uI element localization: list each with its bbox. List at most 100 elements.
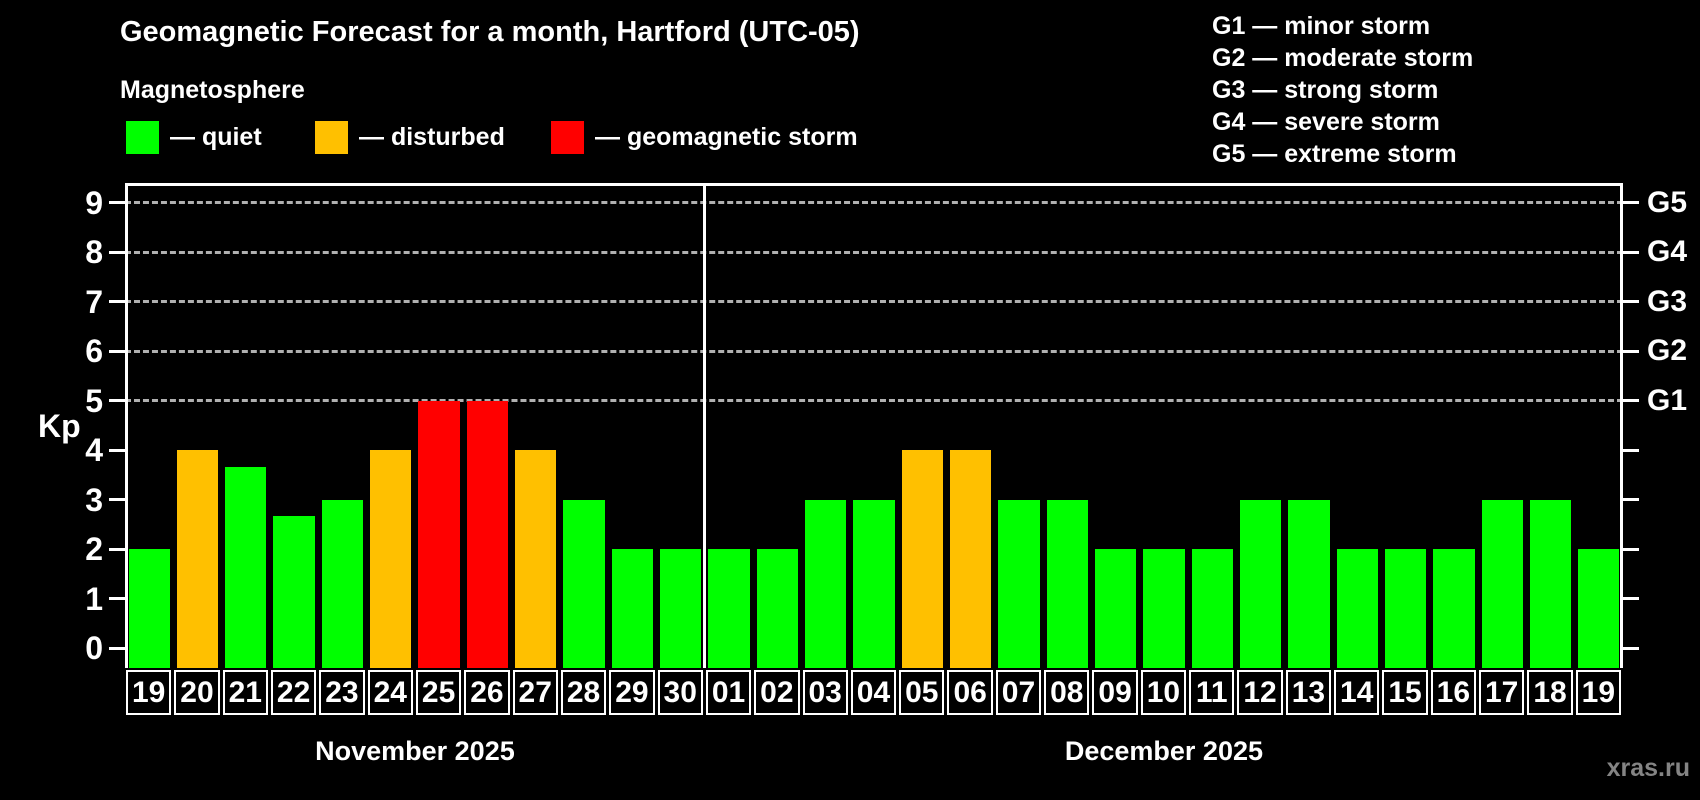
y-tick-right-7: [1623, 300, 1639, 304]
day-label-november-27: 27: [512, 670, 558, 715]
day-label-december-17: 17: [1479, 670, 1525, 715]
bar-december-08: [1046, 499, 1088, 668]
y-tick-left-8: [109, 250, 125, 254]
bar-november-21: [225, 466, 267, 668]
day-label-november-30: 30: [657, 670, 703, 715]
day-label-december-07: 07: [995, 670, 1042, 715]
bar-december-10: [1143, 549, 1185, 668]
bar-december-14: [1336, 549, 1378, 668]
day-label-november-23: 23: [319, 670, 365, 715]
bar-december-03: [805, 499, 847, 668]
g-axis-label-g5: G5: [1647, 185, 1688, 219]
bar-november-29: [611, 549, 654, 668]
g-axis-label-g4: G4: [1647, 235, 1688, 269]
bar-december-13: [1288, 499, 1330, 668]
y-tick-right-0: [1623, 646, 1639, 650]
bar-december-06: [949, 450, 992, 668]
bar-november-22: [273, 516, 315, 668]
day-label-november-26: 26: [464, 670, 510, 715]
month-label-november: November 2025: [315, 736, 515, 766]
g-legend-item-g3: G3 — strong storm: [1212, 76, 1439, 104]
y-tick-left-5: [109, 399, 125, 403]
y-tick-label-9: 9: [85, 184, 103, 221]
storm-swatch: [551, 121, 584, 154]
day-label-december-01: 01: [705, 670, 752, 715]
day-label-december-05: 05: [899, 670, 945, 715]
gridline-kp-9: [125, 201, 1623, 205]
day-label-november-25: 25: [415, 670, 462, 715]
y-tick-left-4: [109, 448, 125, 452]
g-legend-item-g1: G1 — minor storm: [1212, 12, 1431, 40]
day-label-november-22: 22: [270, 670, 317, 715]
day-label-december-08: 08: [1044, 670, 1090, 715]
y-tick-label-5: 5: [85, 382, 103, 419]
y-tick-left-0: [109, 646, 125, 650]
legend-item-quiet: — quiet: [126, 121, 262, 154]
day-label-november-29: 29: [609, 670, 655, 715]
day-label-december-02: 02: [754, 670, 800, 715]
bar-november-20: [176, 450, 219, 668]
magnetosphere-label: Magnetosphere: [120, 76, 305, 104]
kp-axis-label: Kp: [38, 408, 81, 444]
bar-december-04: [853, 499, 895, 668]
day-label-december-19: 19: [1575, 670, 1621, 715]
bar-december-12: [1239, 499, 1282, 668]
y-tick-label-1: 1: [85, 580, 103, 617]
day-label-december-09: 09: [1092, 670, 1138, 715]
y-tick-label-0: 0: [85, 630, 103, 667]
day-label-december-10: 10: [1140, 670, 1187, 715]
bar-november-24: [370, 450, 412, 668]
y-tick-right-8: [1623, 250, 1639, 254]
g-axis-label-g3: G3: [1647, 284, 1688, 318]
disturbed-swatch: [315, 121, 348, 154]
legend-item-disturbed: — disturbed: [315, 121, 505, 154]
y-tick-left-1: [109, 597, 125, 601]
day-label-december-11: 11: [1189, 670, 1235, 715]
day-label-november-24: 24: [367, 670, 413, 715]
day-label-december-14: 14: [1334, 670, 1380, 715]
bar-december-07: [998, 499, 1040, 668]
y-tick-label-8: 8: [85, 234, 103, 271]
day-label-november-19: 19: [126, 670, 172, 715]
bar-november-27: [515, 450, 557, 668]
bar-december-05: [901, 450, 943, 668]
day-label-december-18: 18: [1527, 670, 1573, 715]
day-label-december-04: 04: [850, 670, 897, 715]
bar-december-01: [708, 549, 750, 668]
day-label-december-16: 16: [1430, 670, 1477, 715]
bar-november-28: [563, 499, 605, 668]
day-label-december-12: 12: [1237, 670, 1283, 715]
legend-label-disturbed: — disturbed: [359, 123, 505, 151]
day-label-november-28: 28: [560, 670, 607, 715]
bar-november-26: [466, 400, 509, 668]
bar-december-02: [756, 549, 798, 668]
quiet-swatch: [126, 121, 159, 154]
day-label-december-06: 06: [947, 670, 993, 715]
bar-november-25: [418, 400, 460, 668]
y-tick-left-7: [109, 300, 125, 304]
chart-title: Geomagnetic Forecast for a month, Hartfo…: [120, 16, 860, 48]
y-tick-right-3: [1623, 498, 1639, 502]
legend-item-storm: — geomagnetic storm: [551, 121, 858, 154]
y-tick-right-6: [1623, 349, 1639, 353]
y-tick-left-6: [109, 349, 125, 353]
legend-label-quiet: — quiet: [170, 123, 262, 151]
y-tick-label-2: 2: [85, 531, 103, 568]
bar-december-11: [1191, 549, 1233, 668]
g-legend-item-g2: G2 — moderate storm: [1212, 44, 1474, 72]
gridline-kp-6: [125, 349, 1623, 353]
y-tick-label-7: 7: [85, 283, 103, 320]
y-tick-right-5: [1623, 399, 1639, 403]
gridline-kp-8: [125, 250, 1623, 254]
bar-december-16: [1433, 549, 1475, 668]
storm-scale-legend: G1 — minor storm G2 — moderate storm G3 …: [1212, 10, 1473, 170]
y-tick-left-2: [109, 547, 125, 551]
y-tick-right-2: [1623, 547, 1639, 551]
y-tick-right-9: [1623, 201, 1639, 205]
day-label-december-13: 13: [1285, 670, 1332, 715]
bar-december-18: [1529, 499, 1572, 668]
y-tick-label-6: 6: [85, 333, 103, 370]
bar-december-17: [1481, 499, 1523, 668]
y-tick-label-3: 3: [85, 481, 103, 518]
